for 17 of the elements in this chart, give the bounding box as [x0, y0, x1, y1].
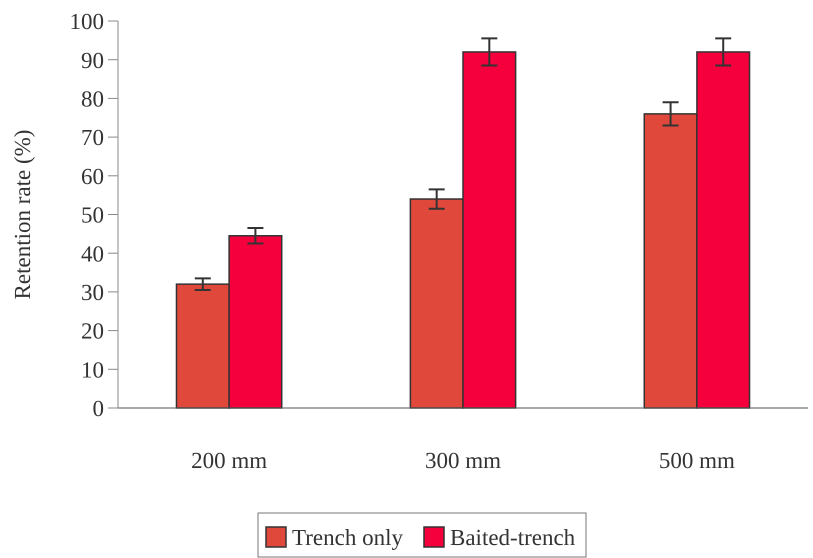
- y-tick-label: 60: [81, 164, 104, 189]
- legend-label: Baited-trench: [450, 525, 576, 550]
- y-tick-label: 0: [92, 396, 104, 422]
- y-tick-label: 30: [81, 280, 104, 305]
- x-tick-label: 200 mm: [191, 448, 268, 473]
- x-tick-label: 300 mm: [424, 448, 502, 473]
- y-tick-label: 50: [81, 202, 104, 228]
- y-axis-title: Retention rate (%): [10, 130, 35, 300]
- y-tick-label: 10: [81, 357, 104, 382]
- legend-label: Trench only: [292, 525, 404, 550]
- y-tick-label: 70: [81, 125, 104, 150]
- x-tick-label: 500 mm: [658, 448, 736, 473]
- y-tick-label: 100: [70, 9, 104, 34]
- y-tick-label: 20: [81, 318, 104, 344]
- y-tick-label: 80: [81, 86, 104, 112]
- y-tick-label: 40: [81, 241, 104, 266]
- y-tick-label: 90: [81, 48, 104, 73]
